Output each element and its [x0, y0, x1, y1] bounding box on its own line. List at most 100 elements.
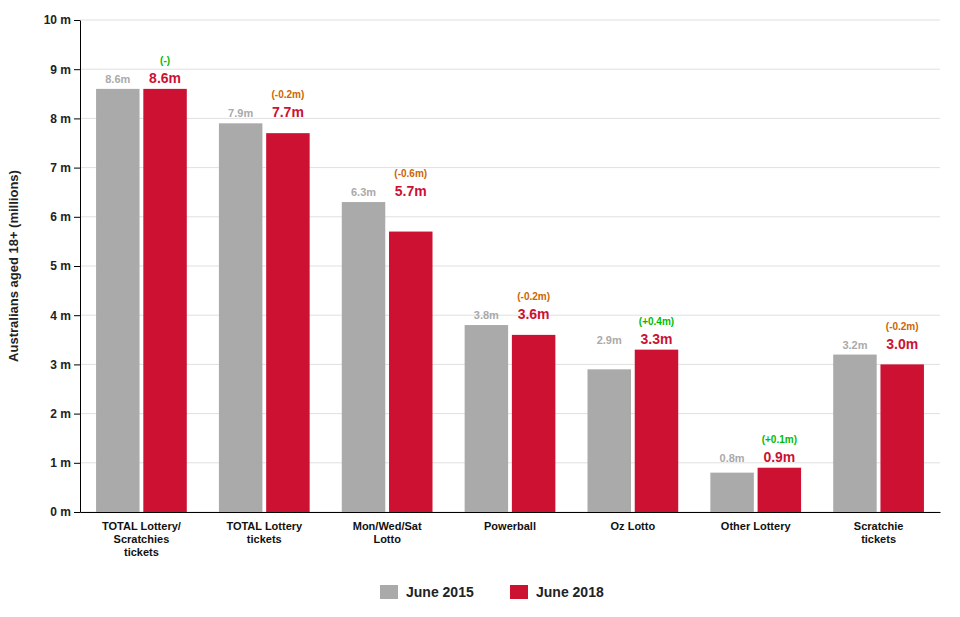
y-tick: 7 m	[50, 161, 80, 175]
bar-series	[96, 89, 877, 512]
x-tick: Powerball	[484, 520, 536, 532]
change-label: (-0.2m)	[886, 321, 919, 332]
grid-line	[80, 20, 940, 21]
legend-swatch	[380, 585, 398, 599]
x-tick-label-line: Scratchies	[114, 533, 170, 545]
y-tick: 10 m	[44, 13, 80, 27]
data-label: 6.3m	[351, 186, 376, 198]
change-label: (-)	[160, 55, 170, 66]
legend-item: June 2018	[510, 584, 604, 600]
change-label: (+0.4m)	[639, 316, 674, 327]
legend-swatch	[510, 585, 528, 599]
y-tick-label: 3 m	[50, 358, 71, 372]
legend-label: June 2018	[536, 584, 604, 600]
grid-line	[80, 167, 940, 168]
grid-line	[80, 266, 940, 267]
bar	[880, 364, 923, 512]
bar	[833, 355, 876, 512]
x-tick-label-line: Scratchie	[854, 520, 904, 532]
grid-line	[80, 462, 940, 463]
bar	[710, 473, 753, 512]
bar	[342, 202, 385, 512]
grid-line	[80, 315, 940, 316]
x-tick: Scratchietickets	[854, 520, 904, 545]
bar	[587, 369, 630, 512]
bar	[96, 89, 139, 512]
x-axis: TOTAL Lottery/ScratchiesticketsTOTAL Lot…	[81, 513, 941, 559]
x-tick: Oz Lotto	[611, 520, 656, 532]
data-labels: 8.6m8.6m7.9m7.7m6.3m5.7m3.8m3.6m2.9m3.3m…	[105, 55, 918, 465]
data-label: 7.7m	[272, 104, 304, 120]
change-label: (-0.2m)	[517, 291, 550, 302]
y-tick-label: 2 m	[50, 407, 71, 421]
x-tick-label: Powerball	[484, 520, 536, 532]
data-label: 7.9m	[228, 107, 253, 119]
y-axis: 0 m 1 m 2 m 3 m 4 m 5 m 6 m 7 m 8 m 9 m 10 m	[44, 13, 81, 519]
data-label: 3.2m	[842, 339, 867, 351]
y-tick: 6 m	[50, 210, 80, 224]
grid-line	[80, 364, 940, 365]
grid-line	[80, 69, 940, 70]
y-tick-mark	[74, 414, 80, 415]
x-tick: Mon/Wed/SatLotto	[353, 520, 422, 545]
x-tick-label-line: tickets	[861, 533, 896, 545]
y-tick-label: 1 m	[50, 456, 71, 470]
x-tick-label: Oz Lotto	[611, 520, 656, 532]
x-tick-label-line: Other Lottery	[721, 520, 792, 532]
y-tick-label: 5 m	[50, 259, 71, 273]
x-tick-label: TOTAL Lottery/Scratchiestickets	[102, 520, 181, 558]
y-tick: 9 m	[50, 63, 80, 77]
grid-line	[80, 512, 940, 513]
bar-series	[143, 89, 924, 512]
data-label: 8.6m	[105, 73, 130, 85]
data-label: 3.8m	[474, 309, 499, 321]
legend-item: June 2015	[380, 584, 474, 600]
y-tick: 0 m	[50, 505, 80, 519]
x-tick-label-line: tickets	[124, 546, 159, 558]
y-tick-mark	[74, 266, 80, 267]
data-label: 3.6m	[518, 306, 550, 322]
legend-label: June 2015	[406, 584, 474, 600]
y-tick-mark	[74, 69, 80, 70]
legend: June 2015 June 2018	[380, 584, 604, 600]
y-tick: 4 m	[50, 309, 80, 323]
y-tick: 5 m	[50, 259, 80, 273]
bar	[465, 325, 508, 512]
y-tick: 2 m	[50, 407, 80, 421]
data-label: 2.9m	[597, 334, 622, 346]
x-tick: TOTAL Lotterytickets	[226, 520, 303, 545]
x-tick-label-line: TOTAL Lottery	[226, 520, 303, 532]
data-label: 0.8m	[720, 452, 745, 464]
y-tick-mark	[74, 217, 80, 218]
bar	[266, 133, 309, 512]
change-label: (+0.1m)	[762, 434, 797, 445]
y-tick-mark	[74, 20, 80, 21]
change-label: (-0.6m)	[394, 168, 427, 179]
y-tick: 8 m	[50, 112, 80, 126]
bar	[389, 232, 432, 512]
data-label: 3.0m	[886, 336, 918, 352]
x-tick-label: Scratchietickets	[854, 520, 904, 545]
y-tick-mark	[74, 463, 80, 464]
y-tick: 3 m	[50, 358, 80, 372]
x-tick-label-line: Lotto	[373, 533, 401, 545]
y-tick-label: 7 m	[50, 161, 71, 175]
bar	[219, 123, 262, 512]
x-tick-label-line: Oz Lotto	[611, 520, 656, 532]
y-tick-mark	[74, 168, 80, 169]
grid	[80, 20, 940, 512]
x-tick-label-line: Mon/Wed/Sat	[353, 520, 422, 532]
chart: 0 m 1 m 2 m 3 m 4 m 5 m 6 m 7 m 8 m 9 m 10 m TOTAL …	[0, 0, 960, 617]
x-tick-label-line: tickets	[247, 533, 282, 545]
x-tick: Other Lottery	[721, 520, 792, 532]
y-axis-line	[80, 21, 81, 513]
y-tick-mark	[74, 118, 80, 119]
y-tick-mark	[74, 315, 80, 316]
data-label: 3.3m	[641, 331, 673, 347]
change-label: (-0.2m)	[272, 89, 305, 100]
data-label: 8.6m	[149, 70, 181, 86]
x-tick-label: Other Lottery	[721, 520, 792, 532]
y-tick-label: 9 m	[50, 63, 71, 77]
x-tick-label-line: TOTAL Lottery/	[102, 520, 181, 532]
y-tick-label: 6 m	[50, 210, 71, 224]
